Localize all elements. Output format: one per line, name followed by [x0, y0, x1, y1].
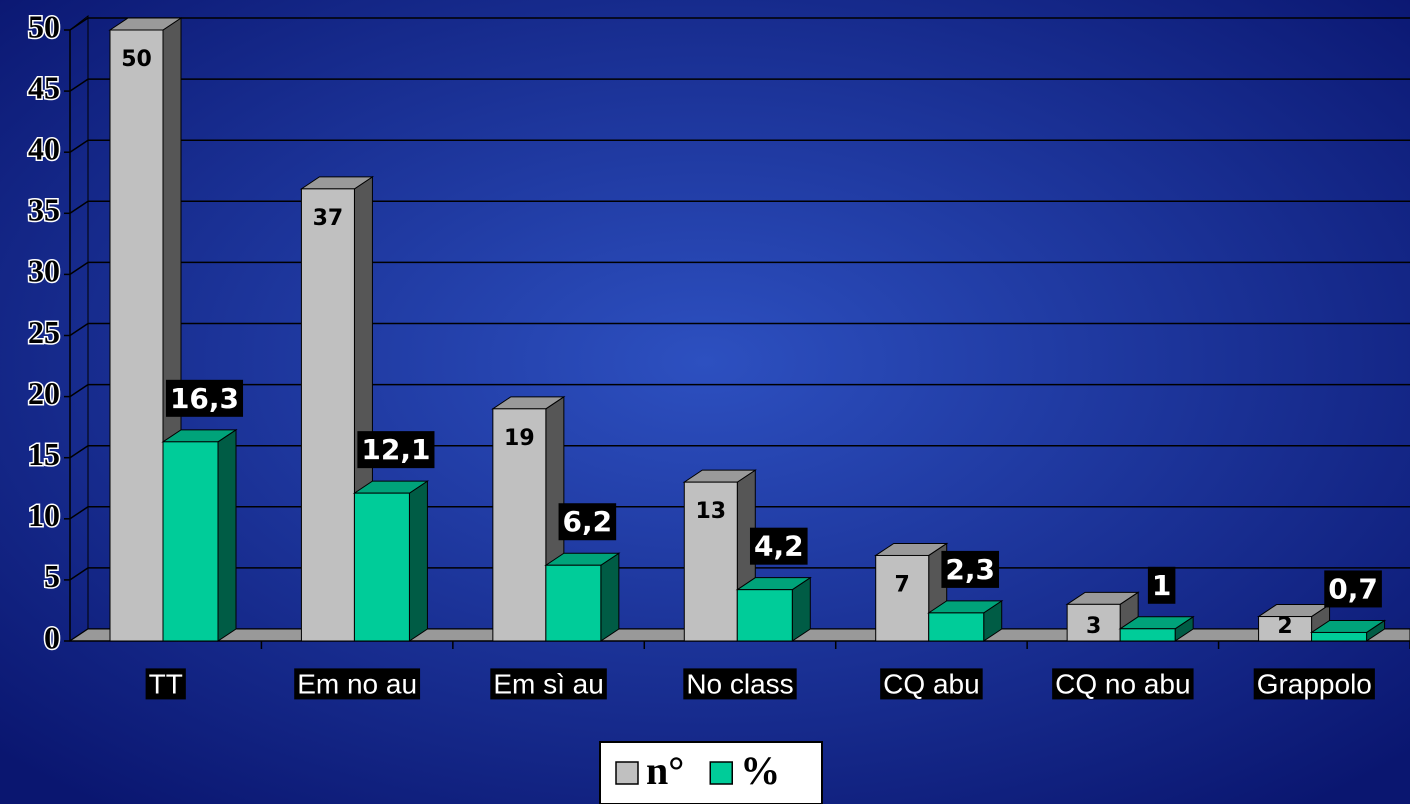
x-tick-label: No class	[686, 668, 793, 699]
x-tick-label: TT	[149, 668, 183, 699]
data-label: 4,2	[754, 530, 804, 563]
data-label-bg	[941, 550, 1000, 588]
y-tick-label: 10	[28, 497, 60, 533]
data-label: 2	[1277, 614, 1292, 639]
data-label-bg	[165, 379, 244, 417]
grid-line	[69, 322, 1410, 337]
x-tick-label: Em no au	[297, 668, 417, 699]
y-tick-label: 45	[28, 69, 60, 105]
bar	[1258, 616, 1313, 642]
x-tick-label-bg	[490, 668, 607, 700]
y-tick-label: 15	[28, 436, 60, 472]
bar	[1311, 631, 1368, 642]
x-tick-label-bg	[294, 668, 421, 700]
bar	[300, 188, 355, 642]
y-tick-label: 5	[44, 558, 60, 594]
x-tick-label: CQ no abu	[1055, 668, 1190, 699]
data-label: 16,3	[170, 382, 239, 415]
y-tick-label: 30	[28, 253, 60, 289]
grid-line	[69, 17, 1410, 31]
legend: n°%	[599, 741, 823, 804]
x-tick-label-bg	[880, 668, 983, 700]
x-tick-label-bg	[683, 668, 797, 700]
bar	[162, 441, 219, 642]
data-label-bg	[749, 527, 808, 565]
data-label: 1	[1152, 569, 1171, 602]
y-tick-label: 35	[28, 192, 60, 228]
data-label: 13	[695, 499, 726, 524]
data-label-bg	[558, 503, 617, 541]
x-tick-label: Grappolo	[1257, 668, 1372, 699]
y-tick-label: 50	[28, 8, 60, 44]
bar	[545, 564, 602, 642]
x-tick-label-bg	[1052, 668, 1194, 700]
grid-line	[69, 383, 1410, 398]
x-tick-label: Em sì au	[493, 668, 603, 699]
data-label: 37	[313, 206, 344, 231]
grid-line	[69, 78, 1410, 92]
bar-side	[600, 552, 620, 642]
grid-line	[69, 444, 1410, 459]
x-tick-label-bg	[1253, 668, 1375, 700]
legend-swatch	[615, 761, 639, 785]
bar	[1119, 628, 1176, 642]
data-label: 19	[504, 426, 535, 451]
bar	[109, 29, 164, 642]
y-tick-label: 40	[28, 131, 60, 167]
data-label: 6,2	[563, 505, 613, 538]
data-label: 7	[895, 572, 910, 597]
bar	[683, 481, 738, 642]
grid-line	[69, 200, 1410, 214]
data-label: 50	[121, 47, 152, 72]
bar	[353, 492, 410, 642]
x-tick-label: CQ abu	[883, 668, 980, 699]
bar	[1066, 603, 1121, 642]
bar	[736, 589, 793, 642]
y-tick-label: 0	[44, 619, 60, 655]
grid-line	[69, 139, 1410, 153]
legend-label: %	[740, 748, 780, 793]
y-tick-label: 25	[28, 314, 60, 350]
bar-side	[408, 480, 428, 642]
bar-side	[217, 428, 237, 642]
bar	[928, 612, 985, 642]
data-label: 2,3	[945, 553, 995, 586]
x-tick-label-bg	[145, 668, 186, 700]
legend-swatch	[709, 761, 733, 785]
y-tick-label: 20	[28, 375, 60, 411]
grid-line	[69, 506, 1410, 520]
data-label: 12,1	[361, 433, 430, 466]
bar	[492, 408, 547, 642]
data-label-bg	[1147, 566, 1176, 604]
data-label-bg	[357, 431, 435, 469]
grid-line	[69, 261, 1410, 276]
data-label-bg	[1324, 570, 1382, 608]
bar	[875, 554, 930, 642]
data-label: 3	[1086, 614, 1101, 639]
data-label: 0,7	[1328, 572, 1378, 605]
legend-label: n°	[646, 748, 684, 793]
